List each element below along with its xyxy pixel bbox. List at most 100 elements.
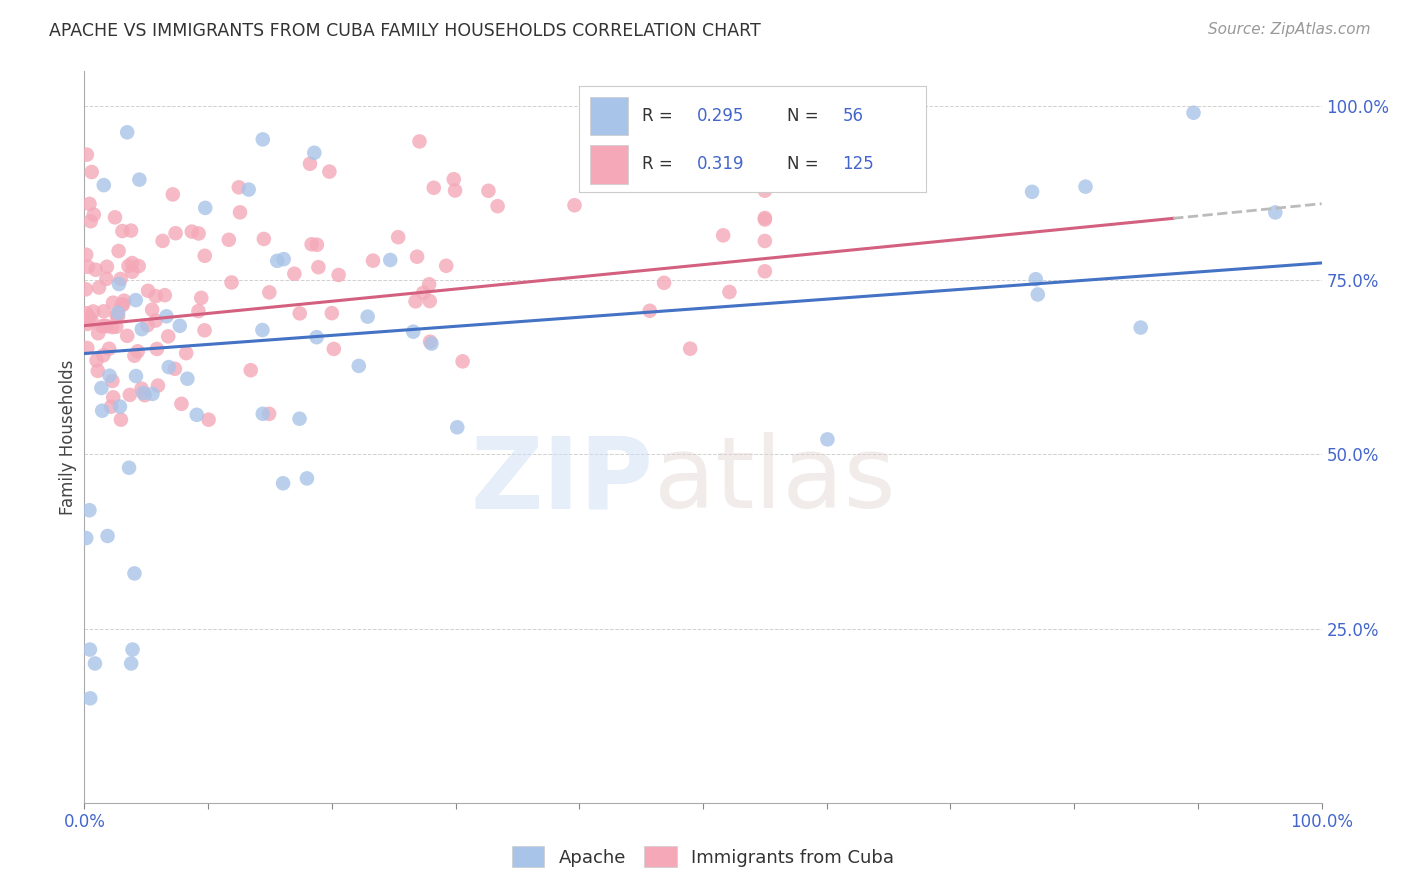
- Point: [131, 322, 153, 336]
- Point: [905, 99, 928, 113]
- Point: [288, 411, 311, 425]
- Point: [146, 378, 169, 392]
- Point: [477, 184, 499, 198]
- Point: [127, 344, 149, 359]
- Point: [271, 476, 294, 491]
- Point: [1129, 320, 1152, 334]
- Point: [79, 642, 101, 657]
- Point: [652, 276, 675, 290]
- Point: [266, 253, 288, 268]
- Point: [79, 197, 101, 211]
- Point: [1021, 185, 1043, 199]
- Point: [412, 285, 434, 300]
- Point: [91, 348, 114, 362]
- Point: [79, 503, 101, 517]
- Point: [1182, 105, 1205, 120]
- Point: [193, 323, 215, 337]
- Point: [380, 252, 402, 267]
- Point: [419, 334, 441, 349]
- Point: [107, 306, 129, 320]
- Point: [162, 187, 184, 202]
- Point: [387, 230, 409, 244]
- Point: [98, 368, 121, 383]
- Point: [711, 228, 734, 243]
- Point: [229, 205, 252, 219]
- Point: [120, 657, 142, 671]
- Point: [98, 342, 121, 356]
- Point: [305, 330, 328, 344]
- Point: [118, 460, 141, 475]
- Point: [238, 182, 260, 196]
- Point: [105, 319, 128, 334]
- Point: [754, 264, 776, 278]
- Point: [420, 336, 443, 351]
- Point: [157, 360, 180, 375]
- Point: [228, 180, 250, 194]
- Point: [153, 288, 176, 302]
- Y-axis label: Family Households: Family Households: [59, 359, 77, 515]
- Point: [405, 294, 427, 309]
- Point: [283, 267, 305, 281]
- Point: [146, 342, 169, 356]
- Point: [259, 285, 281, 300]
- Point: [79, 310, 101, 325]
- Point: [423, 181, 446, 195]
- Point: [96, 260, 118, 274]
- Point: [408, 135, 430, 149]
- Point: [115, 125, 138, 139]
- Point: [252, 132, 274, 146]
- Point: [754, 184, 776, 198]
- Point: [418, 277, 440, 292]
- Point: [1074, 179, 1097, 194]
- Point: [75, 306, 97, 320]
- Point: [111, 224, 134, 238]
- Point: [754, 211, 776, 225]
- Point: [194, 249, 217, 263]
- Point: [96, 272, 118, 286]
- Point: [107, 310, 129, 324]
- Point: [347, 359, 370, 373]
- Point: [169, 318, 191, 333]
- Point: [87, 326, 110, 341]
- Point: [101, 374, 124, 388]
- Point: [75, 531, 97, 545]
- Point: [307, 260, 329, 275]
- Point: [121, 256, 143, 270]
- Point: [239, 363, 262, 377]
- Point: [145, 289, 167, 303]
- Point: [136, 318, 159, 333]
- Point: [253, 232, 276, 246]
- Point: [295, 471, 318, 485]
- Point: [136, 284, 159, 298]
- Legend: Apache, Immigrants from Cuba: Apache, Immigrants from Cuba: [505, 838, 901, 874]
- Point: [273, 252, 295, 266]
- Point: [298, 157, 321, 171]
- Point: [443, 172, 465, 186]
- Point: [84, 657, 107, 671]
- Point: [115, 328, 138, 343]
- Point: [108, 277, 131, 291]
- Point: [134, 388, 156, 402]
- Point: [252, 323, 274, 337]
- Point: [328, 268, 350, 282]
- Point: [152, 234, 174, 248]
- Point: [754, 212, 776, 227]
- Text: ZIP: ZIP: [471, 433, 654, 530]
- Point: [120, 224, 142, 238]
- Point: [76, 147, 98, 161]
- Point: [1264, 205, 1286, 219]
- Point: [180, 225, 202, 239]
- Point: [679, 342, 702, 356]
- Point: [93, 318, 115, 333]
- Point: [103, 390, 125, 404]
- Point: [128, 172, 150, 186]
- Point: [157, 329, 180, 343]
- Point: [141, 302, 163, 317]
- Point: [305, 237, 328, 252]
- Point: [86, 353, 108, 368]
- Point: [91, 319, 114, 334]
- Point: [117, 259, 139, 273]
- Point: [155, 310, 177, 324]
- Point: [304, 145, 326, 160]
- Point: [638, 303, 661, 318]
